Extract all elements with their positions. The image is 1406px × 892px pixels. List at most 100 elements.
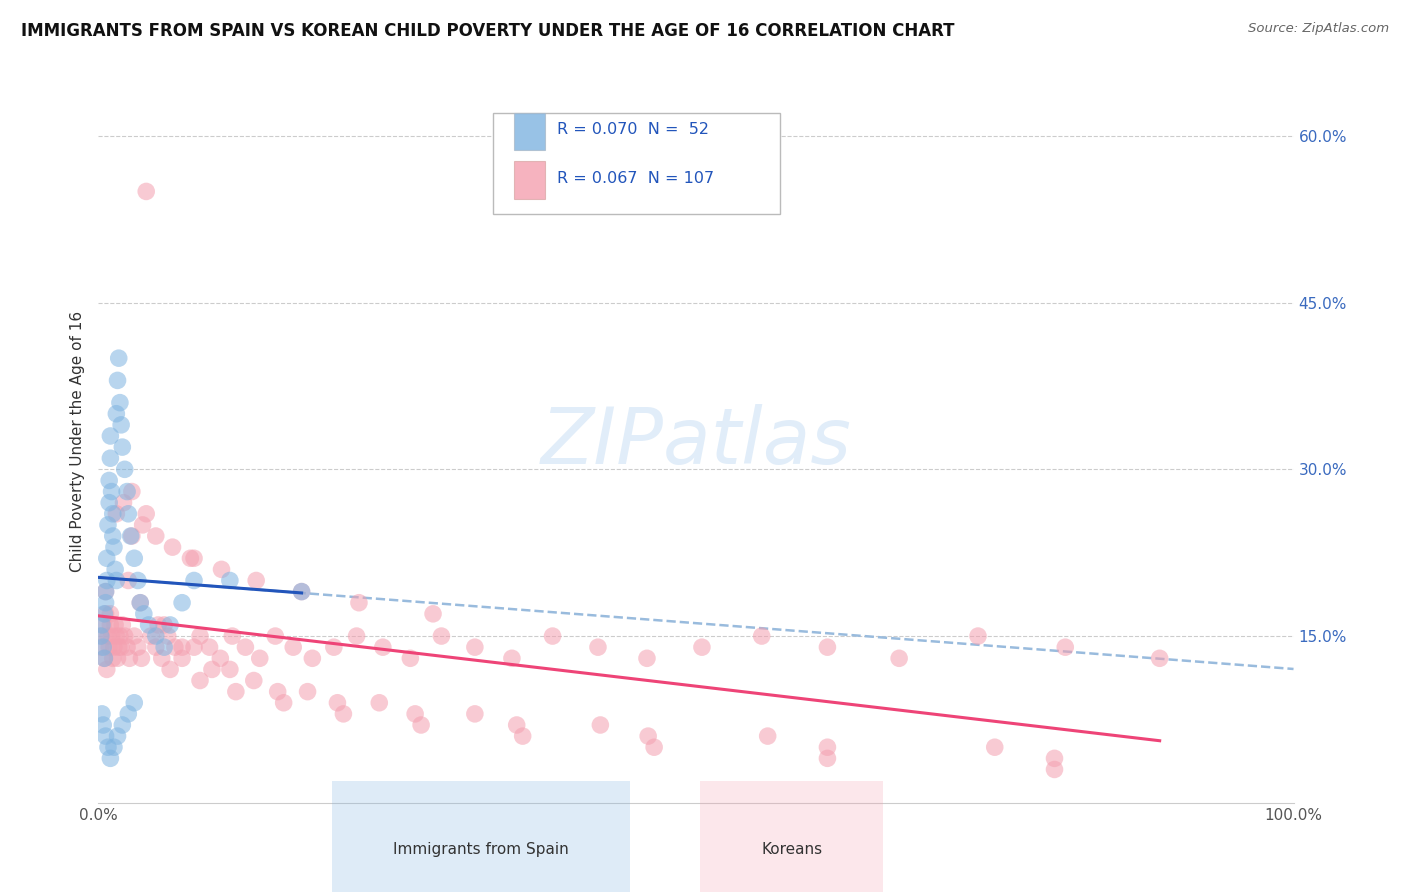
Text: Immigrants from Spain: Immigrants from Spain — [394, 842, 569, 857]
Point — [172, 640, 194, 655]
Point — [211, 562, 233, 576]
Point — [131, 517, 153, 532]
Point — [104, 562, 127, 576]
Point — [103, 540, 125, 554]
Point — [91, 629, 114, 643]
Point — [94, 584, 117, 599]
Point — [188, 629, 211, 643]
Point — [111, 440, 134, 454]
Point — [101, 529, 124, 543]
Point — [219, 574, 242, 588]
Point — [107, 351, 129, 366]
Point — [245, 574, 267, 588]
Point — [108, 395, 131, 409]
Point — [219, 662, 242, 676]
Point — [91, 618, 114, 632]
Point — [96, 574, 118, 588]
Point — [98, 474, 121, 488]
Point — [98, 607, 122, 621]
Point — [98, 451, 122, 466]
Point — [153, 640, 176, 655]
Point — [273, 696, 295, 710]
Point — [94, 607, 117, 621]
Point — [121, 529, 143, 543]
Point — [138, 618, 160, 632]
Point — [399, 651, 422, 665]
Point — [115, 640, 138, 655]
Point — [422, 607, 444, 621]
Point — [118, 651, 141, 665]
Point — [114, 462, 136, 476]
Point — [156, 629, 179, 643]
Point — [1149, 651, 1171, 665]
Point — [159, 618, 181, 632]
Point — [183, 551, 205, 566]
Point — [139, 629, 162, 643]
Point — [249, 651, 271, 665]
Point — [1054, 640, 1077, 655]
Point — [127, 574, 149, 588]
Point — [93, 651, 115, 665]
Point — [105, 407, 128, 421]
Point — [97, 517, 120, 532]
Point — [91, 618, 114, 632]
Point — [163, 640, 186, 655]
Point — [121, 484, 143, 499]
Point — [159, 662, 181, 676]
Point — [291, 584, 314, 599]
Point — [225, 684, 247, 698]
Point — [1043, 763, 1066, 777]
Point — [124, 696, 146, 710]
Point — [967, 629, 990, 643]
Point — [111, 718, 134, 732]
Point — [501, 651, 523, 665]
Point — [91, 640, 114, 655]
Point — [264, 629, 287, 643]
Point — [98, 618, 122, 632]
Point — [404, 706, 426, 721]
Point — [100, 629, 122, 643]
Point — [636, 651, 658, 665]
Point — [96, 662, 118, 676]
Point — [110, 640, 132, 655]
Point — [94, 584, 117, 599]
Point — [104, 618, 127, 632]
Point — [107, 373, 129, 387]
Point — [115, 484, 138, 499]
Text: Koreans: Koreans — [761, 842, 823, 857]
Point — [297, 684, 319, 698]
Point — [1043, 751, 1066, 765]
Point — [93, 651, 115, 665]
Point — [326, 696, 349, 710]
Point — [117, 574, 139, 588]
Point — [101, 507, 124, 521]
Point — [291, 584, 314, 599]
Point — [117, 507, 139, 521]
Point — [114, 629, 136, 643]
Y-axis label: Child Poverty Under the Age of 16: Child Poverty Under the Age of 16 — [69, 311, 84, 572]
Point — [103, 640, 125, 655]
Point — [643, 740, 665, 755]
Point — [103, 740, 125, 755]
Point — [209, 651, 232, 665]
Point — [127, 640, 149, 655]
Point — [183, 640, 205, 655]
Point — [368, 696, 391, 710]
Point — [301, 651, 323, 665]
Point — [112, 496, 135, 510]
Point — [411, 718, 433, 732]
Point — [172, 596, 194, 610]
Point — [135, 185, 157, 199]
Point — [105, 574, 128, 588]
Point — [188, 673, 211, 688]
Point — [267, 684, 290, 698]
Point — [541, 629, 564, 643]
Point — [984, 740, 1007, 755]
Point — [148, 618, 170, 632]
Point — [243, 673, 266, 688]
Point — [90, 640, 112, 655]
Point — [94, 729, 117, 743]
Point — [347, 596, 370, 610]
Point — [145, 529, 167, 543]
Point — [283, 640, 305, 655]
